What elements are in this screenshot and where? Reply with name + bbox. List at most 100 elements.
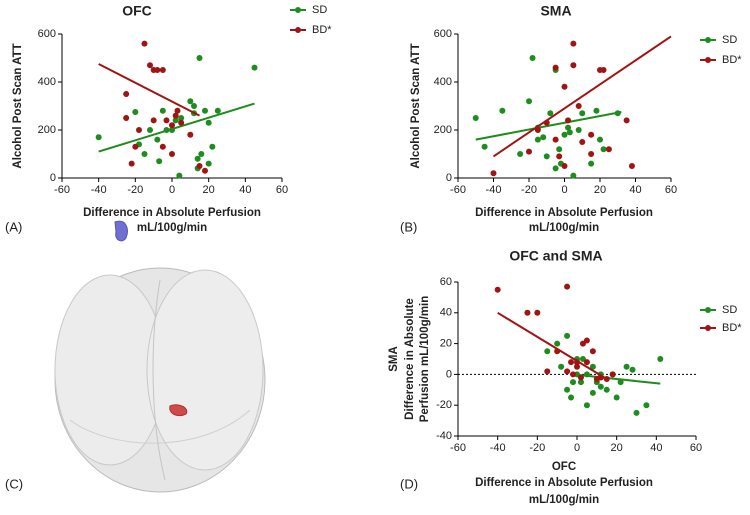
x-tick-label: 60 [690, 442, 702, 454]
point [147, 62, 153, 69]
point [633, 409, 640, 416]
x-tick-label: 20 [611, 442, 623, 454]
point [196, 163, 203, 169]
point [176, 172, 183, 179]
point [499, 107, 506, 114]
point [564, 368, 571, 375]
point [169, 151, 175, 157]
point [566, 129, 573, 136]
point [490, 170, 497, 177]
chart-title: OFC and SMA [509, 248, 602, 264]
x-axis-label: OFC [552, 461, 576, 473]
x-axis-label: mL/100g/min [529, 222, 599, 234]
point [202, 167, 208, 174]
point [172, 117, 179, 124]
point [141, 151, 148, 157]
y-tick-label: 200 [38, 124, 56, 136]
x-tick-label: 0 [561, 184, 567, 196]
y-tick-label: -20 [436, 399, 452, 411]
point [187, 98, 194, 105]
x-tick-label: 60 [665, 184, 677, 196]
point [494, 286, 501, 293]
point [174, 107, 181, 114]
x-axis-label: Difference in Absolute Perfusion [83, 207, 261, 219]
point [629, 366, 636, 373]
point [570, 40, 577, 47]
point [589, 348, 596, 355]
y-tick-label: 200 [434, 124, 452, 136]
x-tick-label: 0 [169, 184, 175, 196]
point [552, 165, 559, 172]
point [147, 127, 153, 133]
point [154, 67, 161, 73]
point [526, 98, 532, 105]
point [609, 371, 616, 378]
x-axis-label: mL/100g/min [529, 494, 599, 506]
point [178, 119, 185, 126]
y-axis-label: Alcohol Post Scan ATT [410, 43, 422, 168]
point [194, 155, 201, 162]
point [534, 136, 541, 143]
point [472, 115, 479, 121]
legend-marker [705, 325, 711, 331]
point [123, 91, 130, 97]
point [570, 371, 577, 378]
point [600, 146, 607, 153]
trend-line [98, 63, 200, 117]
x-tick-label: 60 [276, 184, 288, 196]
point [603, 386, 610, 393]
point [558, 363, 565, 370]
x-axis-label: Difference in Absolute Perfusion [475, 477, 653, 489]
y-tick-label: 0 [446, 368, 452, 380]
x-tick-label: 20 [594, 184, 606, 196]
x-tick-label: 40 [650, 442, 662, 454]
point [128, 160, 135, 167]
point [565, 117, 572, 124]
point [544, 348, 551, 355]
point [163, 117, 170, 124]
point [547, 110, 554, 117]
point [556, 146, 563, 153]
panel-label: (D) [400, 476, 418, 491]
y-tick-label: 20 [440, 338, 452, 350]
point [628, 163, 635, 169]
y-tick-label: 0 [446, 172, 452, 184]
point [570, 172, 577, 179]
x-tick-label: 40 [629, 184, 641, 196]
point [575, 103, 582, 109]
point [178, 115, 185, 121]
point [150, 117, 157, 124]
point [202, 107, 208, 114]
point [623, 363, 630, 370]
trend-line [98, 102, 255, 153]
point [561, 83, 568, 90]
legend-label: SD [722, 304, 737, 316]
trend-line [475, 111, 622, 141]
point [588, 160, 595, 167]
point [556, 153, 563, 160]
point [141, 40, 148, 47]
point [579, 139, 586, 145]
point [588, 131, 595, 138]
chart-title: SMA [540, 3, 571, 19]
point [564, 283, 571, 290]
legend-label: SD [722, 34, 737, 46]
point [589, 363, 596, 370]
x-axis-label: Difference in Absolute Perfusion [475, 207, 653, 219]
point [191, 103, 197, 109]
point [593, 107, 600, 114]
point [574, 363, 580, 370]
point [526, 148, 532, 155]
point [534, 309, 541, 316]
point [577, 374, 584, 381]
point [205, 160, 212, 167]
point [568, 394, 575, 401]
x-tick-label: -60 [450, 442, 466, 454]
point [132, 143, 139, 150]
legend-marker [295, 27, 301, 33]
panel-label: (C) [5, 476, 23, 491]
legend-marker [295, 7, 301, 13]
x-tick-label: -40 [486, 184, 502, 196]
x-tick-label: 0 [574, 442, 580, 454]
point [481, 143, 488, 150]
